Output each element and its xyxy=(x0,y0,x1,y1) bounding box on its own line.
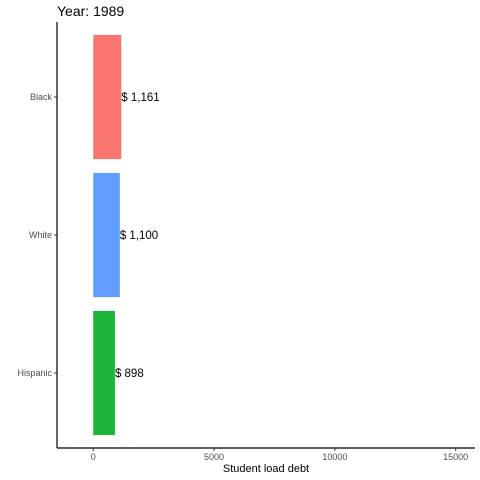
x-tick-label-0: 0 xyxy=(91,452,96,462)
data-labels-group: $ 1,161 $ 1,100 $ 898 xyxy=(115,92,160,380)
x-axis-ticks: 0 5000 10000 15000 xyxy=(91,448,468,462)
bar-white xyxy=(93,172,120,298)
chart-title: Year: 1989 xyxy=(57,3,124,19)
bars-group xyxy=(93,34,122,436)
bar-black xyxy=(93,34,122,160)
data-label-hispanic: $ 898 xyxy=(115,368,144,380)
x-tick-label-10000: 10000 xyxy=(322,452,347,462)
y-tick-label-hispanic: Hispanic xyxy=(17,368,52,378)
x-tick-label-15000: 15000 xyxy=(443,452,468,462)
x-tick-label-5000: 5000 xyxy=(204,452,224,462)
y-axis-ticks: Black White Hispanic xyxy=(17,92,57,378)
bar-hispanic xyxy=(93,310,115,436)
y-tick-label-white: White xyxy=(29,230,52,240)
x-axis-title: Student load debt xyxy=(223,463,309,475)
data-label-black: $ 1,161 xyxy=(121,92,159,104)
data-label-white: $ 1,100 xyxy=(120,230,158,242)
y-tick-label-black: Black xyxy=(30,92,53,102)
